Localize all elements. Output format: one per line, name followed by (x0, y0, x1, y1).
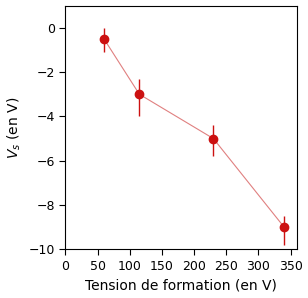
Y-axis label: $V_s$ (en V): $V_s$ (en V) (6, 97, 23, 159)
X-axis label: Tension de formation (en V): Tension de formation (en V) (85, 278, 277, 292)
